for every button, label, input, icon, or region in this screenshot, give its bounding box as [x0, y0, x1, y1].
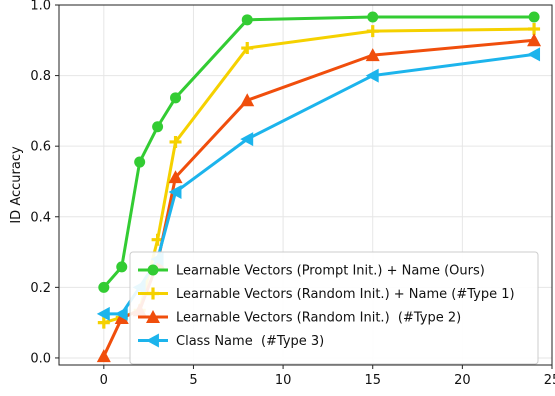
series-2-point: [241, 42, 254, 55]
legend-marker: [147, 287, 159, 300]
series-1-point: [367, 11, 379, 23]
y-tick-label: 0.4: [30, 210, 51, 225]
legend-marker: [146, 333, 159, 348]
series-4-point: [365, 68, 379, 83]
x-tick-label: 0: [100, 373, 108, 388]
series-4-point: [527, 47, 541, 62]
series-3-point: [96, 349, 111, 363]
legend-marker: [146, 310, 160, 323]
series-3-point: [168, 170, 183, 184]
series-1-line: [102, 15, 535, 289]
y-tick-label: 0.6: [30, 140, 51, 155]
series-1-point: [528, 11, 540, 23]
series-4: [96, 47, 541, 321]
series-1-point: [152, 121, 164, 133]
legend-label: Learnable Vectors (Prompt Init.) + Name …: [176, 264, 485, 279]
y-tick-label: 0.8: [30, 69, 51, 84]
y-tick-label: 0.2: [30, 281, 51, 296]
y-tick-label: 0.0: [30, 351, 51, 366]
series-1-point: [241, 14, 253, 26]
series-2-point: [97, 316, 110, 329]
series-1-point: [134, 156, 146, 168]
legend-label: Learnable Vectors (Random Init.) (#Type …: [176, 311, 461, 326]
series-4-point: [96, 306, 110, 321]
legend-label: Class Name (#Type 3): [176, 334, 324, 349]
series-3-point: [527, 33, 542, 47]
series-4-point: [240, 132, 254, 147]
series-1-point: [116, 261, 128, 273]
series-1-point: [170, 92, 182, 104]
x-tick-label: 25: [544, 373, 555, 388]
series-2-point: [366, 25, 379, 38]
y-axis-label: ID Accuracy: [9, 146, 24, 224]
series-layer: [96, 11, 542, 363]
series-2-point: [151, 233, 164, 246]
series-4-point: [114, 306, 128, 321]
legend-label: Learnable Vectors (Random Init.) + Name …: [176, 287, 515, 302]
series-1-point: [98, 281, 110, 293]
x-tick-label: 10: [275, 373, 292, 388]
y-tick-label: 1.0: [30, 0, 51, 14]
series-4-point: [168, 185, 182, 200]
legend-box: [129, 251, 539, 365]
legend: Learnable Vectors (Prompt Init.) + Name …: [129, 251, 539, 365]
series-1: [98, 11, 540, 293]
plot-frame: [58, 4, 553, 366]
series-3-point: [240, 93, 255, 107]
series-3-point: [365, 48, 380, 62]
legend-marker: [147, 264, 159, 276]
x-tick-label: 5: [189, 373, 197, 388]
ticks: 0 5 10 15 20 25 0.0 0.2 0.4 0.6 0.8 1.0: [30, 0, 555, 388]
x-tick-label: 15: [364, 373, 381, 388]
series-2-point: [528, 23, 541, 35]
x-tick-label: 20: [454, 373, 471, 388]
series-2-point: [169, 135, 182, 148]
